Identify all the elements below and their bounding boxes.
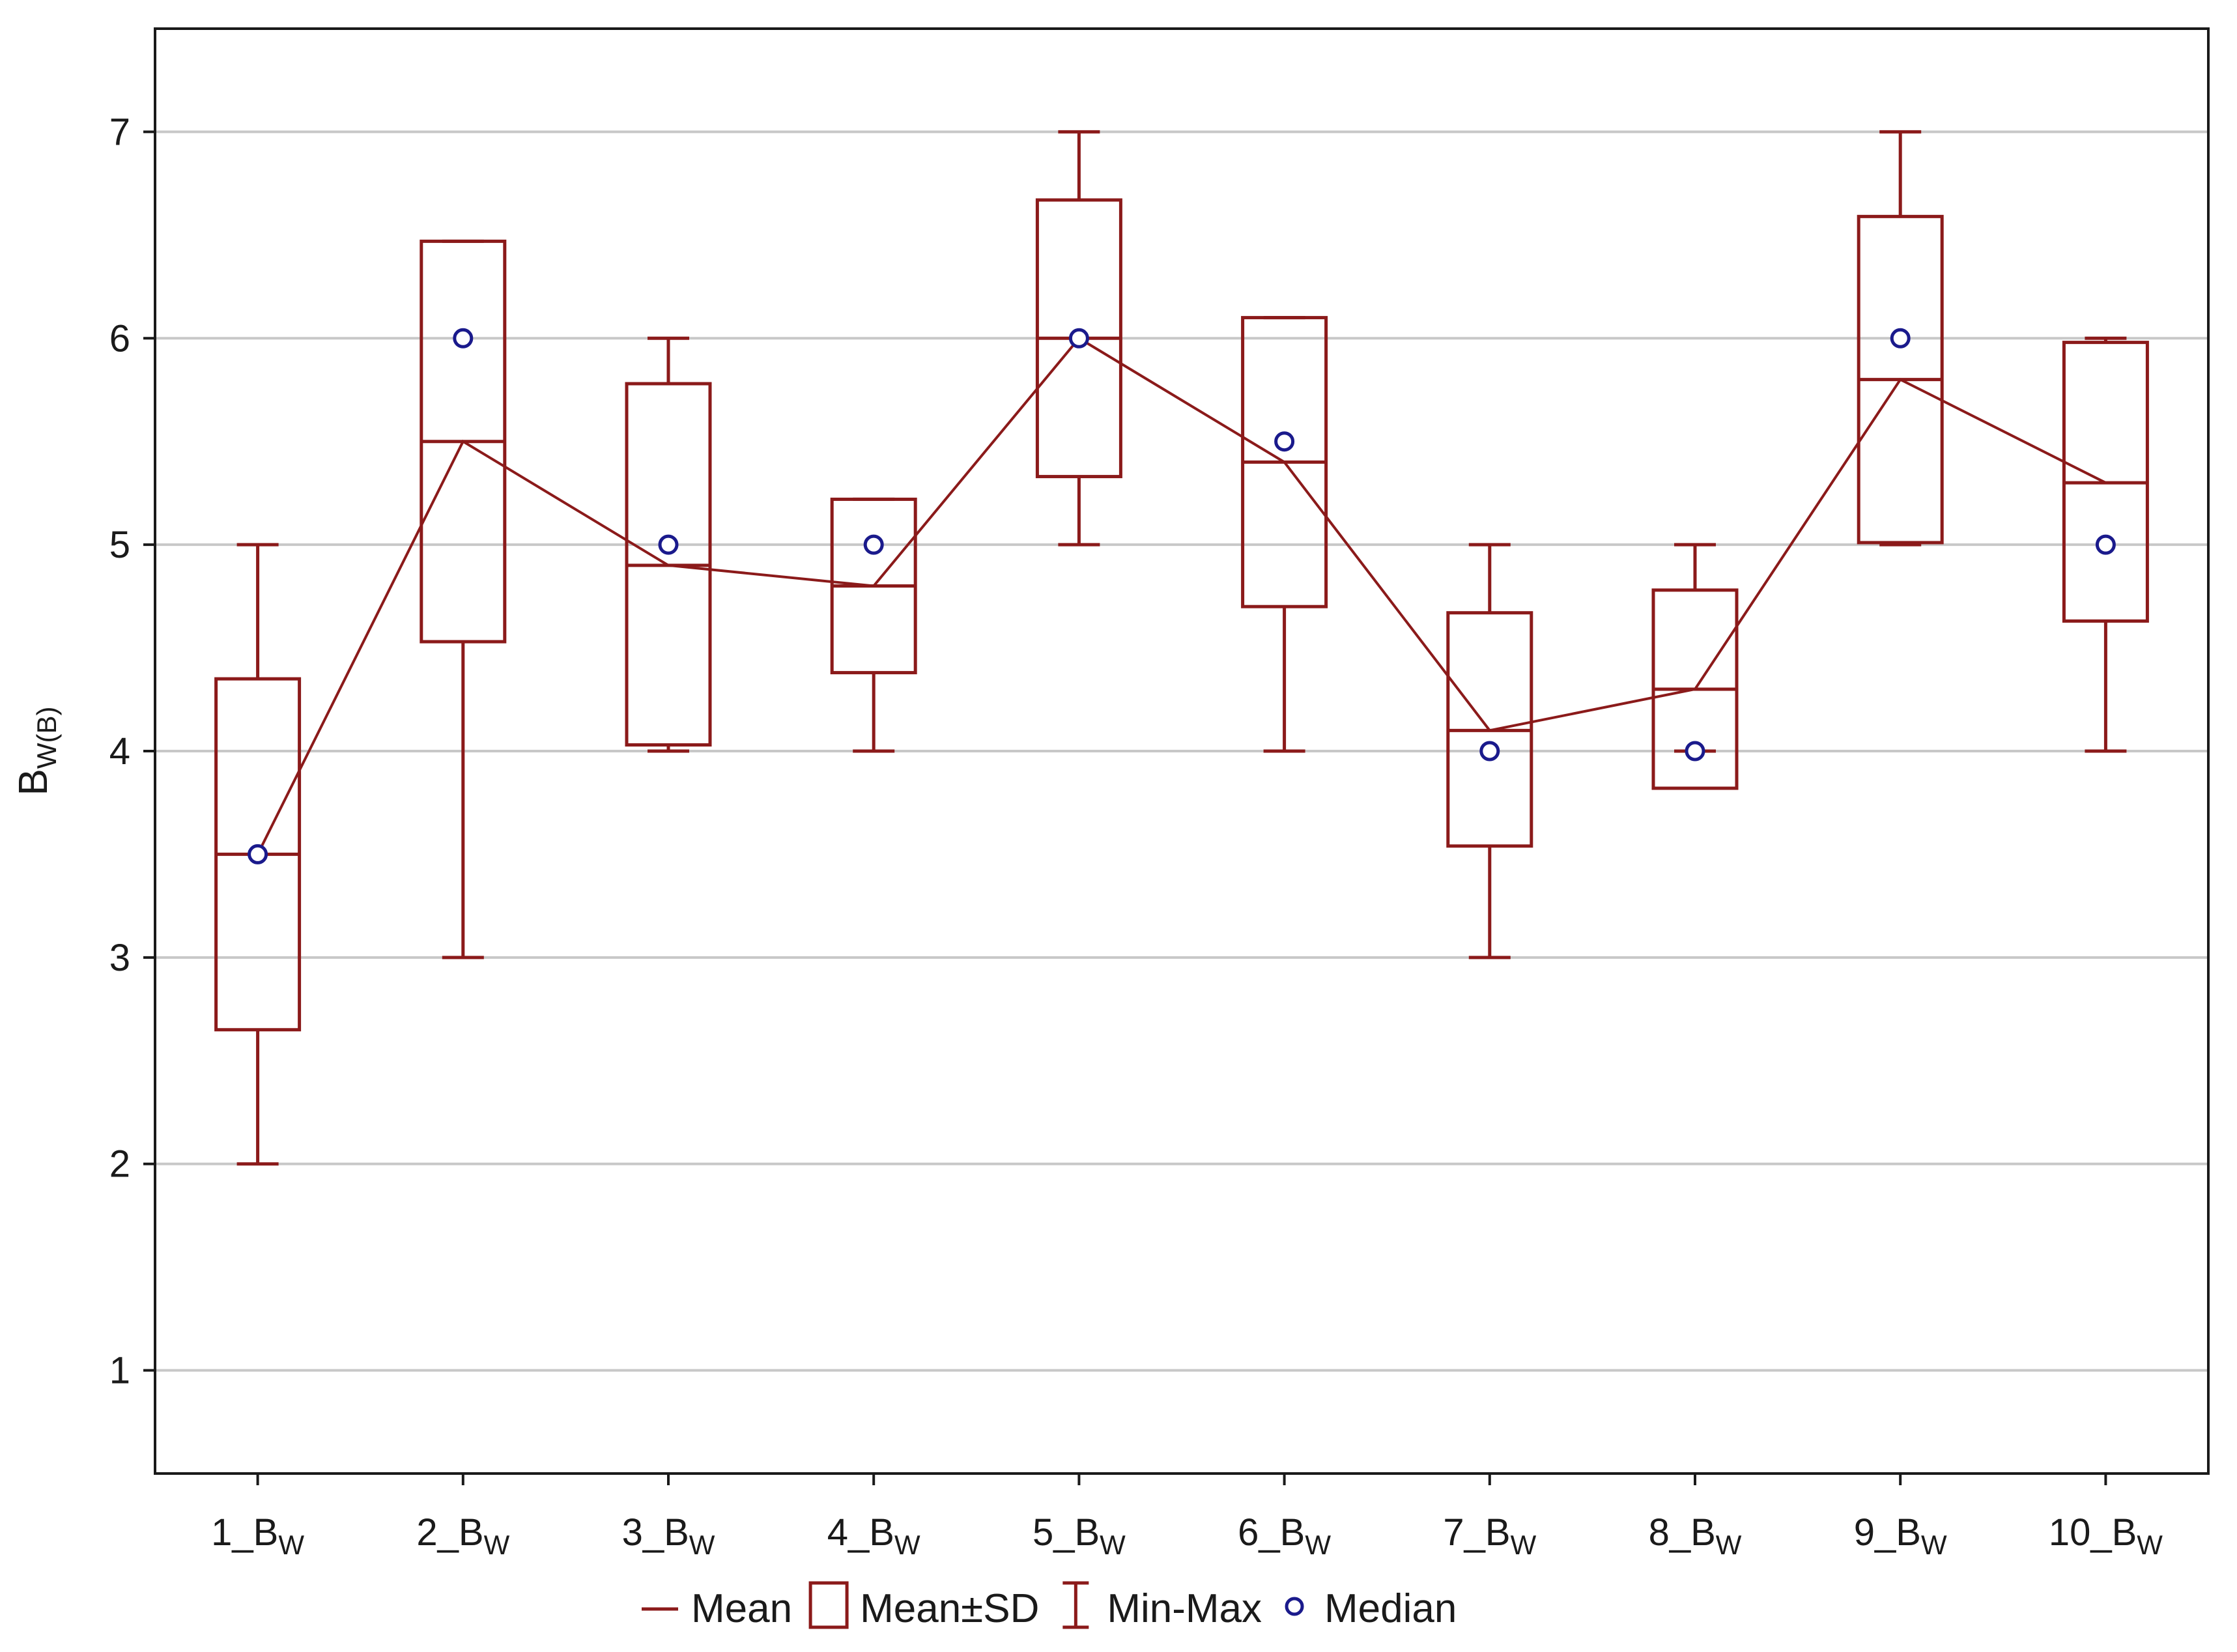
median-point-8 [1685,741,1705,762]
median-point-4 [863,534,884,555]
y-axis-title-sub: W(B) [31,707,62,769]
y-tick-label-1: 1 [109,1350,130,1392]
median-point-2 [453,328,474,349]
y-tick-label-4: 4 [109,730,130,773]
y-tick-label-2: 2 [109,1143,130,1186]
x-tick-label-5: 5_BW [1033,1511,1126,1560]
x-tick-label-9: 9_BW [1854,1511,1947,1560]
mean-line-layer [256,336,2107,855]
x-axis-ticks: 1_BW 2_BW 3_BW 4_BW 5_BW 6_BW 7_BW 8_BW 9_BW 10_B… [211,1474,2163,1560]
legend-item-mean: Mean [642,1586,792,1631]
mean-line [256,336,2107,855]
x-tick-label-1: 1_BW [211,1511,304,1560]
legend-item-sd: Mean±SD [808,1581,1039,1631]
x-tick-label-8: 8_BW [1649,1511,1742,1560]
median-point-1 [248,844,268,864]
median-point-3 [658,534,679,555]
legend-label-mean: Mean [691,1586,792,1631]
box-group-2 [420,239,507,960]
y-tick-label-3: 3 [109,937,130,979]
x-tick-label-2: 2_BW [416,1511,509,1560]
box-group-4 [830,497,917,753]
legend-label-median: Median [1324,1586,1457,1631]
median-point-5 [1068,328,1089,349]
x-tick-label-6: 6_BW [1238,1511,1331,1560]
legend-median-swatch [1285,1597,1304,1616]
legend-label-sd: Mean±SD [860,1586,1039,1631]
plot-frame [154,27,2210,1475]
median-point-9 [1890,328,1911,349]
y-axis-title: BW(B) [11,707,62,796]
y-tick-label-6: 6 [109,317,130,360]
gridlines [155,130,2208,1372]
x-tick-label-10: 10_BW [2049,1511,2163,1560]
box-group-5 [1035,130,1122,547]
median-point-7 [1479,741,1500,762]
x-tick-label-3: 3_BW [622,1511,715,1560]
y-axis-title-main: B [11,769,56,795]
legend-item-minmax: Min-Max [1062,1581,1262,1631]
y-axis-ticks: 1 2 3 4 5 6 7 [109,111,155,1392]
y-tick-label-5: 5 [109,524,130,566]
median-point-6 [1274,431,1295,452]
medians-layer [248,328,2116,864]
legend: Mean Mean±SD Min-Max Median [642,1581,1457,1631]
boxes-layer [214,130,2149,1166]
median-point-10 [2095,534,2116,555]
box-group-6 [1241,316,1328,753]
y-tick-label-7: 7 [109,111,130,153]
x-tick-label-7: 7_BW [1443,1511,1536,1560]
legend-label-minmax: Min-Max [1107,1586,1262,1631]
legend-item-median: Median [1285,1586,1457,1631]
x-tick-label-4: 4_BW [827,1511,920,1560]
legend-sd-swatch [808,1581,849,1629]
